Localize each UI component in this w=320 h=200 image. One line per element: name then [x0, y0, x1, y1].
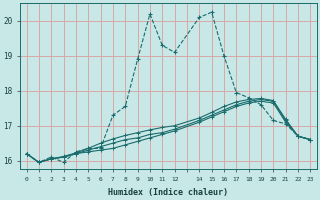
- X-axis label: Humidex (Indice chaleur): Humidex (Indice chaleur): [108, 188, 228, 197]
